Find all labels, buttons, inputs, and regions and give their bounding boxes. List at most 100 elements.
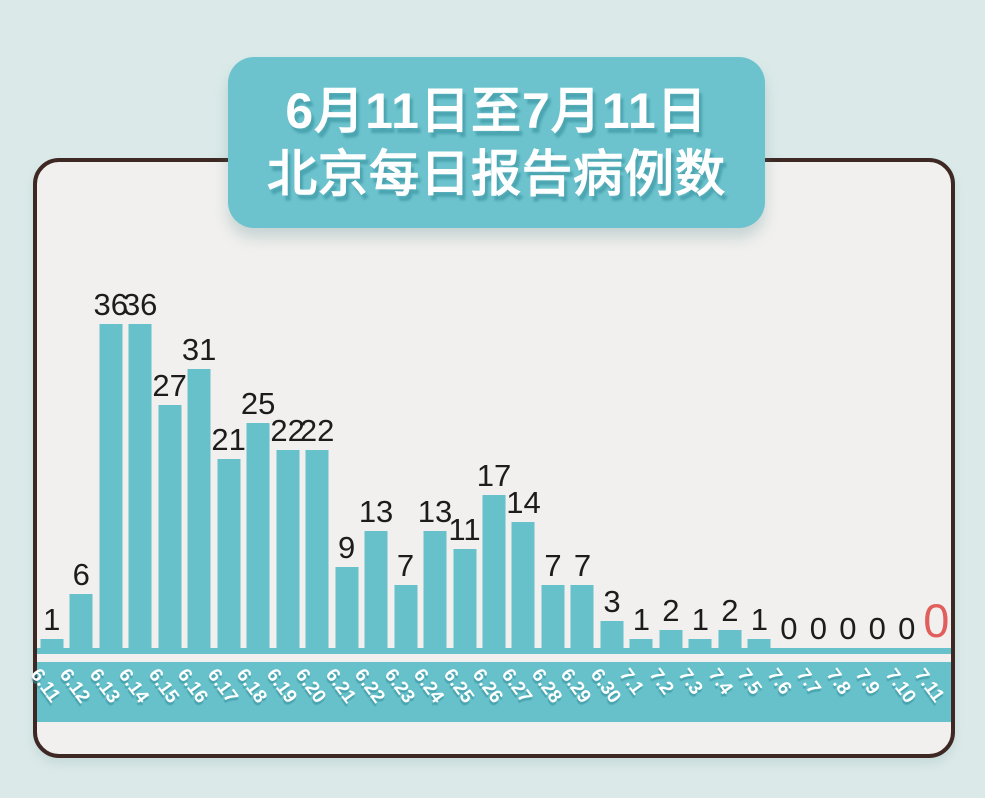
bar-6.12 — [69, 594, 93, 654]
bar-6.17 — [217, 459, 241, 654]
x-tick-label: 7.3 — [674, 665, 707, 699]
bar-6.26 — [482, 495, 506, 654]
bar-column: 1 — [745, 162, 774, 654]
chart-title-line2: 北京每日报告病例数 — [267, 145, 726, 202]
x-tick-label: 6.11 — [25, 665, 64, 707]
bar-value-label: 2 — [662, 593, 680, 628]
x-tick-label: 6.25 — [438, 665, 478, 708]
bar-column: 22 — [270, 162, 305, 654]
x-tick-label: 6.24 — [409, 665, 448, 708]
x-tick-label: 6.17 — [202, 665, 242, 708]
bar-column: 11 — [448, 162, 481, 654]
bar-value-label: 0 — [780, 611, 798, 646]
bar-6.19 — [276, 450, 300, 654]
bar-value-label: 3 — [603, 584, 621, 619]
bar-6.23 — [394, 585, 418, 654]
bar-column: 17 — [477, 162, 511, 654]
bar-value-label: 7 — [544, 548, 562, 583]
bar-value-label: 1 — [43, 602, 61, 637]
x-tick-label: 6.16 — [173, 665, 212, 708]
x-tick-label: 7.8 — [821, 665, 855, 699]
bar-value-label: 36 — [93, 287, 128, 322]
x-tick-label: 7.6 — [762, 665, 796, 699]
x-tick-label: 6.28 — [526, 665, 566, 708]
bar-6.25 — [453, 549, 477, 654]
bar-6.14 — [128, 324, 152, 654]
bar-column: 7 — [391, 162, 420, 654]
bar-value-label: 0 — [839, 611, 857, 646]
bar-column: 0 — [892, 162, 921, 654]
bar-value-label: 1 — [750, 602, 768, 637]
bar-column: 6 — [66, 162, 95, 654]
x-tick-label: 6.22 — [350, 665, 389, 708]
x-tick-label: 6.19 — [261, 665, 301, 708]
x-tick-label: 6.14 — [114, 665, 153, 708]
bar-column: 14 — [506, 162, 541, 654]
bar-column: 27 — [152, 162, 187, 654]
x-tick-label: 6.12 — [55, 665, 94, 708]
x-tick-label: 7.4 — [703, 665, 737, 699]
bar-column: 0 — [804, 162, 833, 654]
bar-value-label: 0 — [898, 611, 916, 646]
bar-column: 0 — [863, 162, 892, 654]
bar-column: 7 — [538, 162, 567, 654]
chart-card: 1 6 36 36 27 31 21 25 22 22 9 13 7 13 11 17 14 7 7 3 1 2 1 2 1 0 0… — [26, 158, 955, 758]
bar-column: 25 — [240, 162, 276, 654]
x-tick-label: 6.29 — [556, 665, 596, 708]
bar-value-label: 31 — [181, 332, 217, 367]
bar-column: 1 — [627, 162, 656, 654]
x-tick-label: 6.21 — [320, 665, 360, 708]
bar-value-label: 11 — [448, 512, 481, 547]
x-tick-label: 7.7 — [792, 665, 825, 699]
bar-column: 13 — [358, 162, 394, 654]
x-tick-label: 7.2 — [644, 665, 678, 699]
bar-column: 2 — [715, 162, 744, 654]
bar-value-label: 0 — [809, 611, 827, 646]
bar-value-label: 13 — [358, 494, 394, 529]
bar-value-label: 2 — [721, 593, 739, 628]
x-tick-label: 6.23 — [379, 665, 419, 708]
bar-column: 7 — [568, 162, 597, 654]
chart-title-box: 6月11日至7月11日 北京每日报告病例数 — [228, 57, 765, 228]
bar-value-label: 7 — [573, 548, 592, 583]
bar-6.30 — [600, 621, 624, 654]
bar-6.13 — [99, 324, 123, 654]
x-tick-label: 6.26 — [468, 665, 507, 708]
bar-value-label: 14 — [506, 485, 541, 520]
x-tick-label: 7.9 — [851, 665, 884, 699]
x-tick-label: 6.30 — [585, 665, 625, 708]
bar-value-label: 1 — [632, 602, 651, 637]
bar-6.24 — [423, 531, 447, 654]
bar-value-label: 0 — [868, 611, 886, 646]
bar-column: 0 — [922, 162, 951, 654]
bar-column: 13 — [417, 162, 453, 654]
x-tick-label: 6.20 — [291, 665, 330, 708]
x-tick-label: 7.11 — [910, 665, 949, 707]
x-tick-label: 6.15 — [143, 665, 183, 708]
bar-plot: 1 6 36 36 27 31 21 25 22 22 9 13 7 13 11 17 14 7 7 3 1 2 1 2 1 0 0… — [37, 162, 951, 654]
bar-column: 36 — [123, 162, 157, 654]
bar-column: 0 — [774, 162, 803, 654]
bar-value-label: 21 — [211, 422, 246, 457]
bar-value-label: 6 — [72, 557, 90, 592]
bar-value-label: 7 — [396, 548, 415, 583]
bar-column: 1 — [686, 162, 715, 654]
bar-6.27 — [511, 522, 535, 654]
bar-column: 36 — [93, 162, 128, 654]
bar-value-label: 27 — [152, 368, 187, 403]
bar-6.29 — [570, 585, 594, 654]
bar-value-label: 22 — [299, 413, 335, 448]
baseline-strip — [37, 648, 951, 654]
x-axis-band: 6.11 6.12 6.13 6.14 6.15 6.16 6.17 6.18 6.19 6.20… — [26, 662, 951, 722]
bar-value-label: 22 — [270, 413, 305, 448]
bar-value-label: 9 — [337, 530, 356, 565]
x-tick-label: 6.13 — [84, 665, 124, 708]
bar-6.21 — [335, 567, 359, 654]
bar-value-label: 25 — [240, 386, 276, 421]
bar-value-label: 13 — [417, 494, 453, 529]
x-tick-label: 7.10 — [880, 665, 920, 708]
bar-column: 2 — [656, 162, 685, 654]
x-tick-label: 7.5 — [733, 665, 766, 699]
bar-column: 3 — [597, 162, 626, 654]
bar-6.22 — [364, 531, 388, 654]
